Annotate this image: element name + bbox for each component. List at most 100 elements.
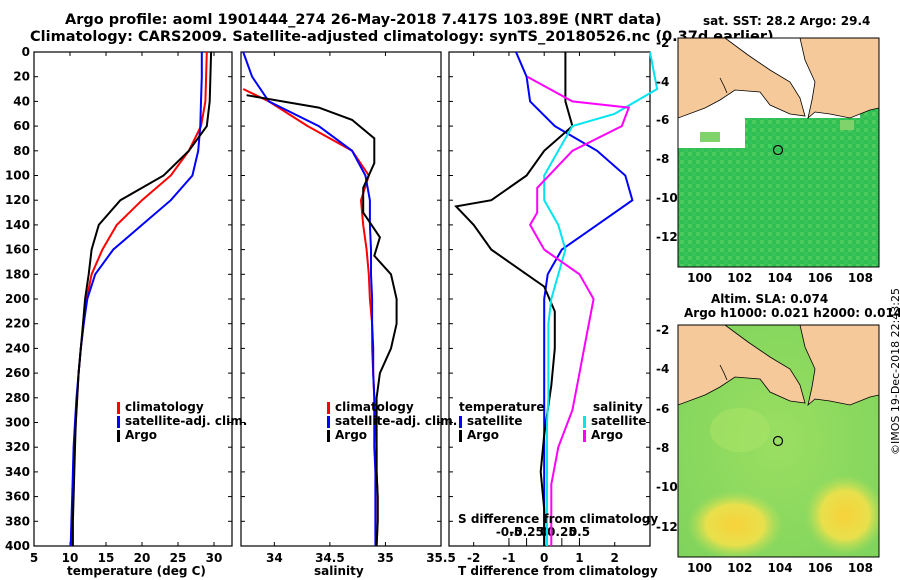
sla-argo-marker <box>772 435 784 447</box>
legend-climatology: climatology <box>117 400 247 414</box>
x-tick-label: -1 <box>502 551 515 565</box>
series-line <box>526 75 631 546</box>
legend-satellite-adj: satellite-adj. clim. <box>327 414 457 428</box>
sla-map-frame <box>677 324 880 558</box>
x-tick-label: 5 <box>30 551 38 565</box>
temperature-panel: 0 20 40 60 80 100 120 140 160 180 200 220 240 260 280 3… <box>5 45 233 565</box>
map-y-tick-label: -10 <box>656 191 678 206</box>
y-tick-label: 120 <box>5 193 30 207</box>
difference-temperature-legend: temperature satellite Argo <box>459 400 544 442</box>
map-y-tick-label: -8 <box>656 440 670 455</box>
land-java <box>799 325 879 407</box>
legend-t-argo: Argo <box>459 428 544 442</box>
x-tick-label: 35.5 <box>426 551 456 565</box>
map-y-tick-label: -2 <box>656 35 670 50</box>
map-x-tick-label: 104 <box>767 561 793 575</box>
map-x-tick-label: 108 <box>847 561 873 575</box>
land-java <box>799 38 879 120</box>
legend-climatology: climatology <box>327 400 457 414</box>
sla-map-field <box>678 325 879 557</box>
y-tick-label: 180 <box>5 267 30 281</box>
map-y-tick-label: -6 <box>656 401 670 416</box>
map-y-tick-label: -12 <box>656 519 678 534</box>
land-sumatra <box>678 38 806 119</box>
map-x-tick-label: 108 <box>847 271 873 285</box>
legend-s-argo: Argo <box>583 428 646 442</box>
x-tick-label: 20 <box>134 551 151 565</box>
difference-top-xlabel: S difference from climatology <box>458 512 659 526</box>
x-tick-label: -2 <box>467 551 480 565</box>
y-tick-label: 220 <box>5 317 30 331</box>
land-sumatra <box>678 325 806 406</box>
map-y-tick-label: -4 <box>656 362 670 377</box>
difference-salinity-legend: salinity satellite Argo <box>583 400 646 442</box>
y-tick-label: 20 <box>13 70 30 84</box>
x-top-tick-label: -0.25 <box>509 525 544 539</box>
y-tick-label: 40 <box>13 94 30 108</box>
series-line <box>454 52 574 546</box>
y-tick-label: 240 <box>5 341 30 355</box>
legend-salinity-heading: salinity <box>593 400 643 414</box>
sst-map-frame <box>677 37 880 268</box>
x-tick-label: 2 <box>611 551 619 565</box>
difference-xlabel: T difference from climatology <box>458 564 658 578</box>
map-x-tick-label: 102 <box>727 271 753 285</box>
map-y-tick-label: -10 <box>656 480 678 495</box>
map-x-tick-label: 104 <box>767 271 793 285</box>
map-y-tick-label: -12 <box>656 229 678 244</box>
sst-map-title: sat. SST: 28.2 Argo: 29.4 <box>703 14 871 28</box>
y-tick-label: 200 <box>5 292 30 306</box>
sst-map-field <box>678 38 879 267</box>
temperature-legend: climatology satellite-adj. clim. Argo <box>117 400 247 442</box>
y-tick-label: 0 <box>22 45 30 59</box>
x-tick-label: 10 <box>62 551 79 565</box>
map-x-tick-label: 106 <box>807 271 833 285</box>
legend-argo: Argo <box>327 428 457 442</box>
series-line <box>246 94 398 547</box>
title-line-1: Argo profile: aoml 1901444_274 26-May-20… <box>65 12 662 28</box>
series-line <box>543 51 659 546</box>
y-tick-label: 380 <box>5 514 30 528</box>
legend-t-satellite: satellite <box>459 414 544 428</box>
x-tick-label: 30 <box>206 551 223 565</box>
y-tick-label: 300 <box>5 416 30 430</box>
sst-argo-marker <box>772 144 784 156</box>
y-tick-label: 260 <box>5 366 30 380</box>
temperature-xlabel: temperature (deg C) <box>67 564 206 578</box>
sla-map-title-2: Argo h1000: 0.021 h2000: 0.014 <box>684 306 900 320</box>
map-x-tick-label: 106 <box>807 561 833 575</box>
x-tick-label: 0 <box>540 551 548 565</box>
y-tick-label: 80 <box>13 144 30 158</box>
map-x-tick-label: 102 <box>727 561 753 575</box>
y-tick-label: 280 <box>5 391 30 405</box>
plot-frame <box>240 51 442 547</box>
salinity-xlabel: salinity <box>314 564 364 578</box>
x-tick-label: 25 <box>170 551 187 565</box>
credit-timestamp: ©IMOS 19-Dec-2018 22:43:25 <box>889 288 900 455</box>
legend-argo: Argo <box>117 428 247 442</box>
title-line-2: Climatology: CARS2009. Satellite-adjuste… <box>30 29 774 45</box>
map-x-tick-label: 100 <box>687 271 713 285</box>
x-tick-label: 34.5 <box>315 551 345 565</box>
map-y-tick-label: -4 <box>656 74 670 89</box>
series-line <box>515 51 634 546</box>
map-y-tick-label: -8 <box>656 152 670 167</box>
y-tick-label: 400 <box>5 539 30 553</box>
x-top-tick-label: -0.5 <box>496 525 522 539</box>
map-x-tick-label: 100 <box>687 561 713 575</box>
y-tick-label: 160 <box>5 243 30 257</box>
x-top-tick-label: 0.5 <box>569 525 590 539</box>
sla-map-title-1: Altim. SLA: 0.074 <box>711 292 829 306</box>
legend-s-satellite: satellite <box>583 414 646 428</box>
series-line <box>71 51 213 546</box>
y-tick-label: 100 <box>5 169 30 183</box>
x-tick-label: 1 <box>575 551 583 565</box>
y-tick-label: 360 <box>5 490 30 504</box>
y-tick-label: 140 <box>5 218 30 232</box>
legend-satellite-adj: satellite-adj. clim. <box>117 414 247 428</box>
x-top-tick-label: 0.25 <box>547 525 577 539</box>
x-tick-label: 34 <box>266 551 283 565</box>
